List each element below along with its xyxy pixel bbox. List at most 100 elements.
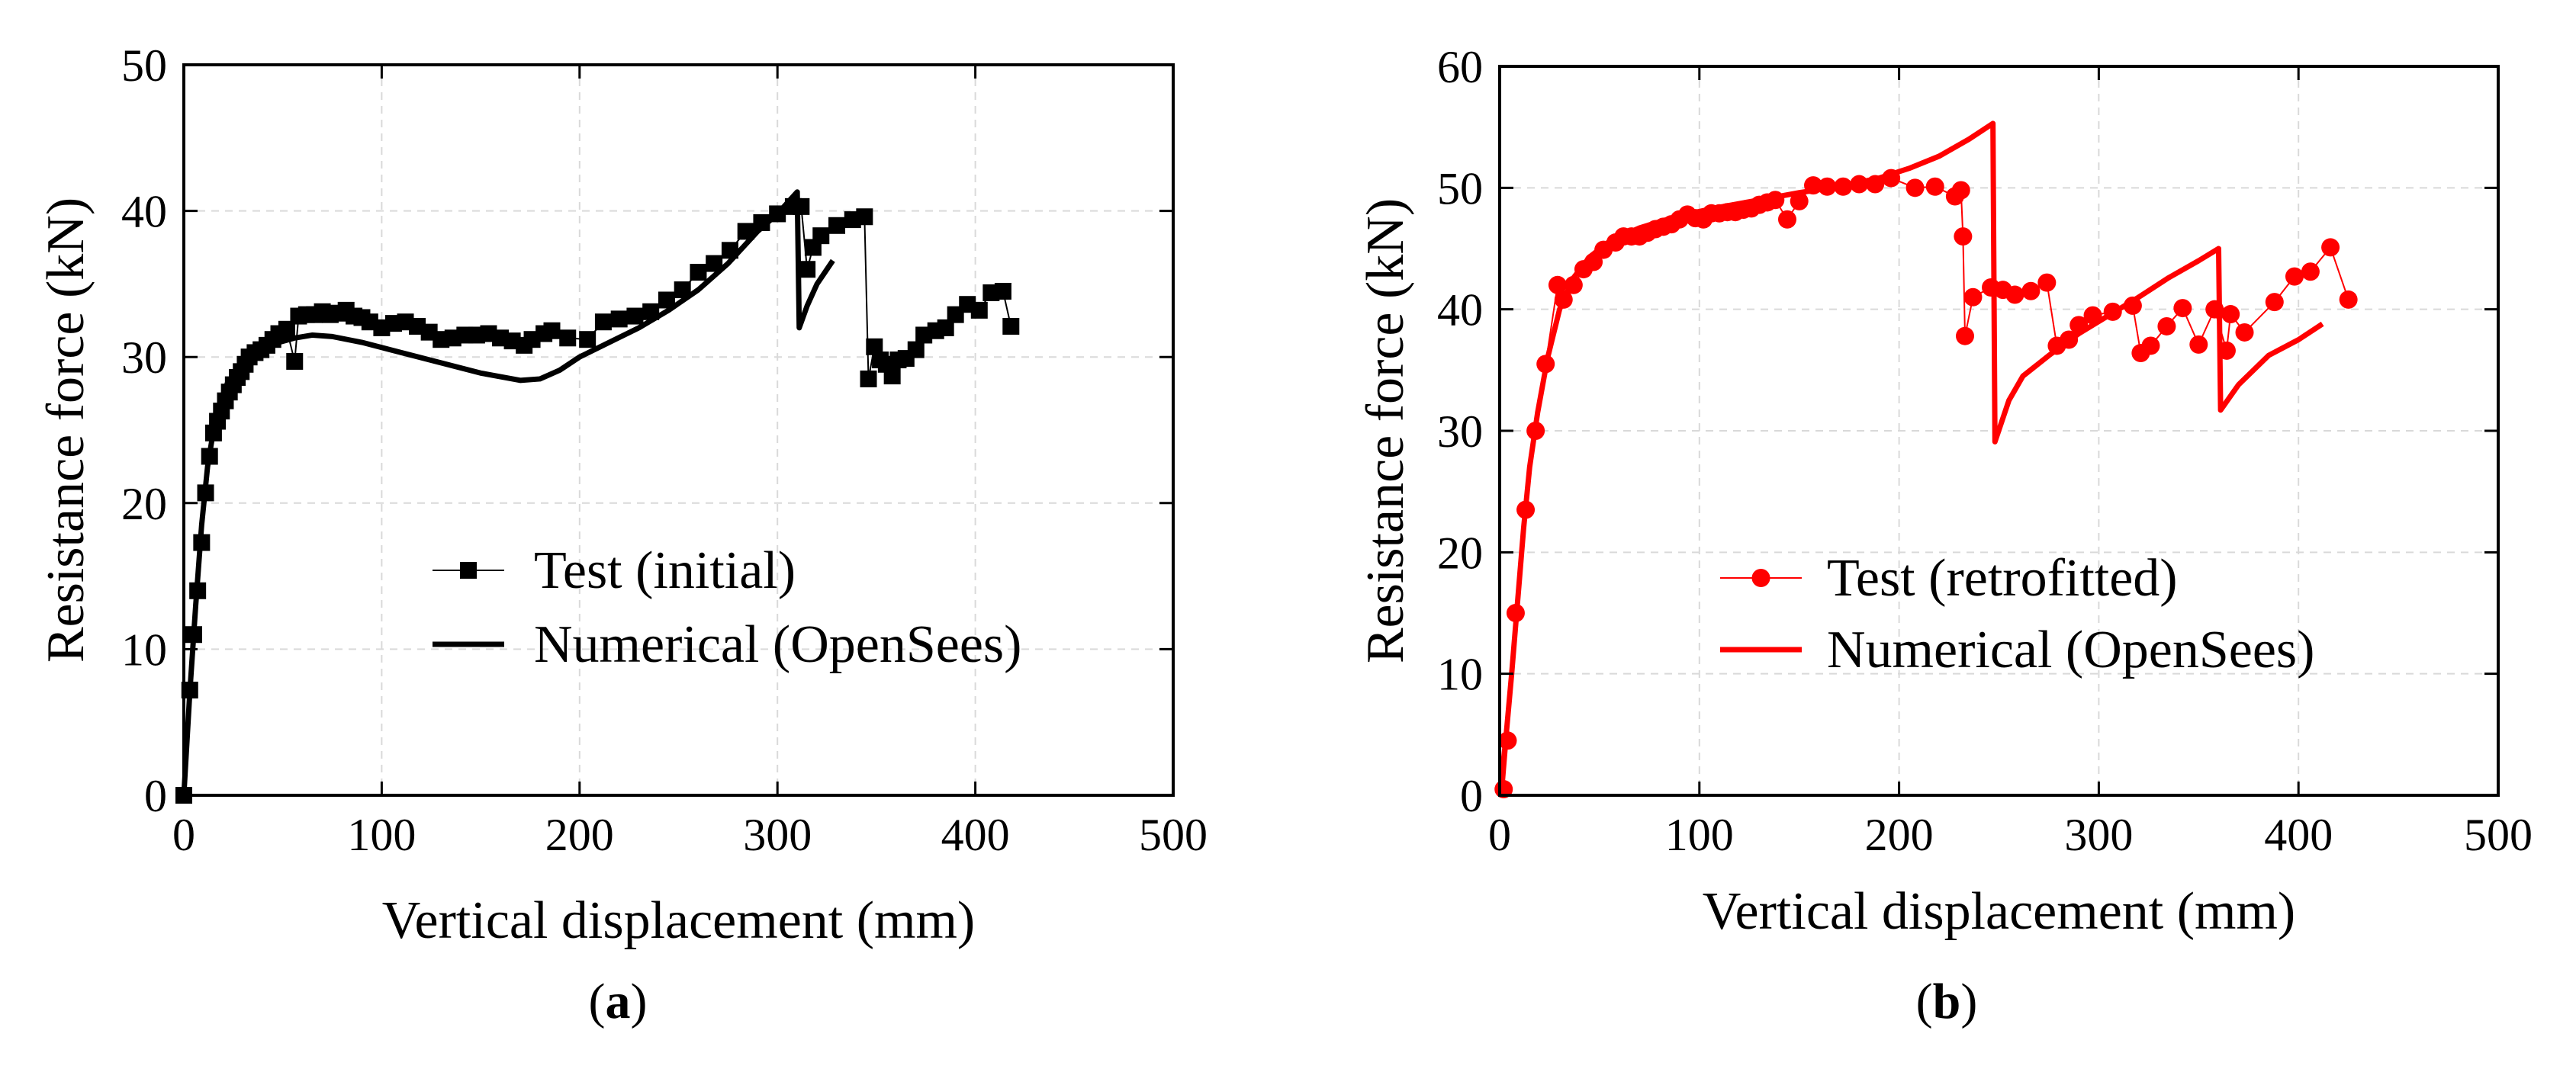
data-point (278, 320, 295, 338)
legend-a: Test (initial) Numerical (OpenSees) (433, 541, 1021, 674)
x-tick-label: 100 (1665, 810, 1734, 860)
data-point (1777, 210, 1796, 229)
series-line-1 (1497, 120, 2324, 796)
data-point (1955, 326, 1974, 345)
data-point (2285, 267, 2304, 286)
data-point (610, 310, 628, 328)
data-point (937, 319, 954, 336)
y-tick-label: 20 (121, 479, 167, 529)
x-tick-label: 500 (2464, 810, 2533, 860)
y-tick-label: 30 (121, 332, 167, 383)
x-tick-label: 100 (347, 810, 416, 860)
plot-frame-a (182, 63, 1175, 797)
data-point (2221, 305, 2240, 324)
legend-marker-square (460, 562, 477, 579)
y-tick-label: 10 (121, 624, 167, 675)
y-axis-title-a: Resistance force (kN) (37, 197, 95, 663)
series-line-0 (183, 205, 1012, 796)
data-point (2339, 290, 2358, 309)
y-tick-label: 0 (144, 771, 167, 821)
x-tick-label: 200 (1865, 810, 1934, 860)
series-line-0 (1503, 177, 2349, 790)
caption-letter: a (606, 974, 631, 1029)
legend-b: Test (retrofitted) Numerical (OpenSees) (1720, 549, 2314, 679)
y-tick-label: 30 (1437, 406, 1483, 457)
panel-b: 0 100 200 300 400 500 0 10 20 30 40 50 60 Vertical d… (1356, 42, 2533, 1029)
y-tick-label: 0 (1460, 771, 1483, 821)
data-point (559, 329, 577, 347)
y-tick-label: 10 (1437, 650, 1483, 700)
x-tick-label: 0 (1488, 810, 1511, 860)
caption-open-paren: ( (1916, 974, 1933, 1029)
data-point (706, 255, 723, 272)
legend-marker-circle (1751, 569, 1770, 587)
data-point (883, 368, 901, 385)
data-point (579, 331, 597, 348)
data-point (2321, 238, 2340, 257)
y-axis-title-b: Resistance force (kN) (1356, 198, 1415, 663)
x-tick-label: 300 (743, 810, 812, 860)
ticks-layer-a: 0 100 200 300 400 500 0 10 20 30 40 50 (121, 40, 1208, 860)
y-tick-label: 50 (1437, 163, 1483, 213)
y-tick-label: 60 (1437, 42, 1483, 92)
data-point (866, 338, 883, 355)
x-tick-label: 400 (941, 810, 1010, 860)
data-point (907, 341, 925, 358)
data-point (737, 223, 754, 240)
legend-label-test-retrofitted: Test (retrofitted) (1827, 549, 2178, 608)
data-point (994, 282, 1011, 300)
caption-letter: b (1933, 974, 1961, 1029)
data-point (626, 307, 644, 325)
caption-b: (b) (1916, 974, 1978, 1029)
y-tick-label: 40 (1437, 285, 1483, 335)
data-point (690, 264, 707, 281)
series-line-1 (181, 189, 835, 796)
data-point (1790, 191, 1809, 210)
data-point (594, 313, 612, 331)
data-point (799, 261, 816, 278)
data-point (2173, 299, 2192, 318)
series-layer-a (175, 189, 1020, 804)
x-tick-label: 300 (2064, 810, 2133, 860)
data-point (1905, 178, 1925, 197)
series-layer-b (1494, 120, 2358, 799)
grid-layer-a (184, 65, 1173, 795)
ticks-layer-b: 0 100 200 300 400 500 0 10 20 30 40 50 60 (1437, 42, 2533, 860)
x-axis-title-a: Vertical displacement (mm) (382, 891, 976, 950)
data-point (2021, 281, 2041, 300)
data-point (2235, 323, 2254, 342)
data-point (2157, 316, 2176, 335)
y-tick-label: 50 (121, 40, 167, 91)
data-point (2005, 285, 2024, 304)
data-point (1548, 275, 1567, 294)
data-point (2265, 293, 2284, 312)
data-point (674, 281, 691, 299)
legend-label-numerical: Numerical (OpenSees) (534, 615, 1021, 674)
data-point (812, 227, 830, 245)
x-tick-label: 200 (545, 810, 614, 860)
y-tick-label: 40 (121, 187, 167, 237)
x-tick-label: 500 (1139, 810, 1208, 860)
x-tick-label: 0 (172, 810, 195, 860)
x-axis-title-b: Vertical displacement (mm) (1703, 882, 2296, 941)
data-point (543, 322, 561, 339)
data-point (860, 370, 877, 387)
data-point (856, 208, 873, 226)
data-point (1002, 317, 1020, 335)
data-point (2301, 262, 2320, 281)
caption-close-paren: ) (1960, 974, 1977, 1029)
data-point (970, 301, 988, 319)
caption-a: (a) (589, 974, 648, 1029)
data-point (1925, 177, 1944, 196)
data-point (1951, 181, 1970, 200)
data-point (2189, 335, 2208, 354)
legend-label-numerical: Numerical (OpenSees) (1827, 621, 2314, 679)
data-point (658, 291, 675, 309)
data-point (2141, 336, 2160, 355)
panel-a: 0 100 200 300 400 500 0 10 20 30 40 50 Vertical dis… (37, 40, 1208, 1029)
data-point (1963, 287, 1983, 307)
legend-label-test-initial: Test (initial) (534, 541, 796, 600)
y-tick-label: 20 (1437, 528, 1483, 578)
data-point (286, 352, 304, 370)
